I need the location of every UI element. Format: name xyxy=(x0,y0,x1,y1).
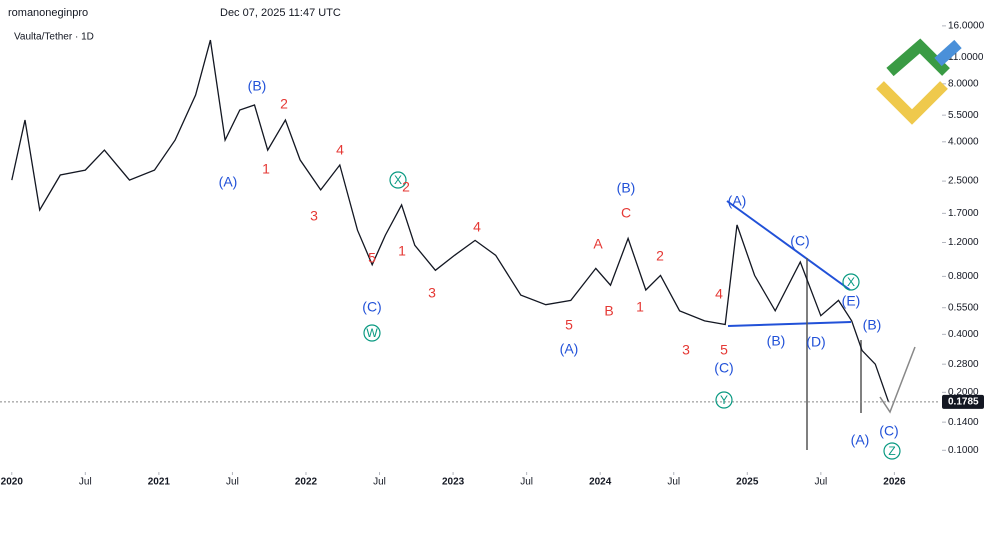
wave-label: (B) xyxy=(767,333,786,349)
y-tick-label: 0.2800 xyxy=(948,359,979,370)
wave-circle xyxy=(389,171,407,189)
y-tick-label: 2.5000 xyxy=(948,176,979,187)
wave-label: Y xyxy=(720,393,728,407)
wave-label: 1 xyxy=(636,299,644,315)
y-tick-label: 5.5000 xyxy=(948,110,979,121)
wave-label: (A) xyxy=(728,193,747,209)
x-tick-label: Jul xyxy=(667,477,680,488)
wave-label: X xyxy=(394,173,402,187)
wave-label: (B) xyxy=(617,180,636,196)
y-tick-label: 0.1400 xyxy=(948,417,979,428)
wave-label: (E) xyxy=(842,293,861,309)
y-tick-label: 1.2000 xyxy=(948,237,979,248)
wave-label: B xyxy=(604,303,613,319)
x-tick-label: Jul xyxy=(226,477,239,488)
logo-blue xyxy=(934,39,962,67)
projection xyxy=(879,346,916,414)
wave-circle xyxy=(842,273,860,291)
x-tick-label: 2026 xyxy=(883,477,906,488)
wave-label: C xyxy=(621,205,631,221)
wave-label: (C) xyxy=(362,299,381,315)
wave-label: 4 xyxy=(336,142,344,158)
wave-label: (A) xyxy=(560,341,579,357)
wave-label: 4 xyxy=(473,219,481,235)
x-tick-label: 2024 xyxy=(589,477,612,488)
wave-label: 5 xyxy=(368,250,376,266)
wave-label: (B) xyxy=(248,78,267,94)
wave-label: 5 xyxy=(720,342,728,358)
wave-circle xyxy=(883,442,901,460)
wave-label: 3 xyxy=(428,285,436,301)
author: romanoneginpro xyxy=(8,7,88,19)
y-tick-label: 11.0000 xyxy=(948,52,984,63)
y-tick-label: 0.5500 xyxy=(948,302,979,313)
trendline xyxy=(726,200,851,291)
wave-label: 2 xyxy=(280,96,288,112)
wave-label: 1 xyxy=(398,243,406,259)
y-tick-label: 4.0000 xyxy=(948,136,979,147)
y-tick-label: 0.8000 xyxy=(948,271,979,282)
wave-label: (B) xyxy=(863,317,882,333)
price-tag xyxy=(942,394,984,409)
x-tick-label: Jul xyxy=(814,477,827,488)
logo-yellow xyxy=(876,81,948,125)
logo-green xyxy=(886,38,950,77)
wave-circle xyxy=(363,324,381,342)
wave-label: 2 xyxy=(402,179,410,195)
x-tick-label: 2022 xyxy=(295,477,318,488)
wave-label: 5 xyxy=(565,317,573,333)
wave-label: 4 xyxy=(715,286,723,302)
trendline xyxy=(727,321,852,327)
y-tick-label: 16.0000 xyxy=(948,21,985,32)
wave-label: Z xyxy=(888,444,895,458)
price-line xyxy=(11,39,890,403)
wave-label: 1 xyxy=(262,161,270,177)
y-tick-label: 0.1000 xyxy=(948,445,979,456)
wave-circle xyxy=(715,391,733,409)
price-tag-label: 0.1785 xyxy=(948,396,979,407)
timestamp: Dec 07, 2025 11:47 UTC xyxy=(220,7,341,19)
y-tick-label: 0.4000 xyxy=(948,329,979,340)
wave-label: 3 xyxy=(310,208,318,224)
x-tick-label: Jul xyxy=(520,477,533,488)
y-tick-label: 8.0000 xyxy=(948,78,979,89)
x-tick-label: 2021 xyxy=(148,477,171,488)
logo xyxy=(876,38,962,125)
wave-label: 2 xyxy=(656,248,664,264)
x-tick-label: 2025 xyxy=(736,477,759,488)
x-tick-label: 2020 xyxy=(1,477,24,488)
chart-title: Vaulta/Tether · 1D xyxy=(14,32,94,43)
wave-label: (C) xyxy=(714,360,733,376)
x-tick-label: Jul xyxy=(373,477,386,488)
y-tick-label: 0.2000 xyxy=(948,387,979,398)
wave-label: X xyxy=(847,275,855,289)
wave-label: W xyxy=(366,326,378,340)
x-tick-label: 2023 xyxy=(442,477,465,488)
x-tick-label: Jul xyxy=(79,477,92,488)
wave-label: (A) xyxy=(219,174,238,190)
y-tick-label: 1.7000 xyxy=(948,208,979,219)
wave-label: (D) xyxy=(806,334,825,350)
wave-label: (A) xyxy=(851,432,870,448)
wave-label: A xyxy=(593,236,603,252)
wave-label: (C) xyxy=(790,233,809,249)
wave-label: 3 xyxy=(682,342,690,358)
wave-label: (C) xyxy=(879,423,898,439)
